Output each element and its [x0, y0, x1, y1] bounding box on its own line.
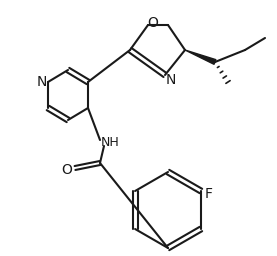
Text: O: O	[61, 163, 73, 177]
Polygon shape	[185, 50, 216, 64]
Text: F: F	[205, 187, 213, 201]
Text: NH: NH	[101, 135, 119, 148]
Text: O: O	[148, 16, 158, 30]
Text: N: N	[166, 73, 176, 87]
Text: N: N	[37, 75, 47, 89]
